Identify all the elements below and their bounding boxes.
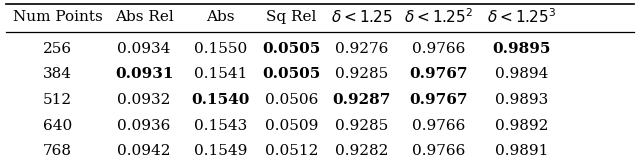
Text: 0.0509: 0.0509: [264, 119, 318, 133]
Text: 0.0505: 0.0505: [262, 67, 321, 81]
Text: 0.9767: 0.9767: [409, 93, 468, 107]
Text: 640: 640: [43, 119, 72, 133]
Text: 0.0936: 0.0936: [117, 119, 171, 133]
Text: 0.9894: 0.9894: [495, 67, 548, 81]
Text: 0.1541: 0.1541: [194, 67, 248, 81]
Text: $\delta < 1.25$: $\delta < 1.25$: [331, 9, 392, 25]
Text: Abs: Abs: [207, 10, 235, 24]
Text: 0.1543: 0.1543: [194, 119, 248, 133]
Text: 768: 768: [43, 144, 72, 158]
Text: 0.9285: 0.9285: [335, 119, 388, 133]
Text: 0.0931: 0.0931: [115, 67, 173, 81]
Text: 0.9276: 0.9276: [335, 42, 388, 56]
Text: 0.9895: 0.9895: [492, 42, 551, 56]
Text: 0.9891: 0.9891: [495, 144, 548, 158]
Text: 0.9766: 0.9766: [412, 119, 465, 133]
Text: Num Points: Num Points: [13, 10, 102, 24]
Text: 0.9892: 0.9892: [495, 119, 548, 133]
Text: 0.9285: 0.9285: [335, 67, 388, 81]
Text: 0.1550: 0.1550: [194, 42, 248, 56]
Text: 0.9893: 0.9893: [495, 93, 548, 107]
Text: 0.1540: 0.1540: [191, 93, 250, 107]
Text: 0.9767: 0.9767: [409, 67, 468, 81]
Text: 0.9282: 0.9282: [335, 144, 388, 158]
Text: 512: 512: [43, 93, 72, 107]
Text: 0.0942: 0.0942: [117, 144, 171, 158]
Text: 0.9766: 0.9766: [412, 42, 465, 56]
Text: 256: 256: [43, 42, 72, 56]
Text: $\delta < 1.25^2$: $\delta < 1.25^2$: [404, 8, 473, 26]
Text: Abs Rel: Abs Rel: [115, 10, 173, 24]
Text: 0.9766: 0.9766: [412, 144, 465, 158]
Text: 0.9287: 0.9287: [332, 93, 391, 107]
Text: 0.0505: 0.0505: [262, 42, 321, 56]
Text: Sq Rel: Sq Rel: [266, 10, 316, 24]
Text: $\delta < 1.25^3$: $\delta < 1.25^3$: [487, 8, 556, 26]
Text: 0.0512: 0.0512: [264, 144, 318, 158]
Text: 0.1549: 0.1549: [194, 144, 248, 158]
Text: 0.0506: 0.0506: [264, 93, 318, 107]
Text: 384: 384: [43, 67, 72, 81]
Text: 0.0934: 0.0934: [117, 42, 171, 56]
Text: 0.0932: 0.0932: [117, 93, 171, 107]
